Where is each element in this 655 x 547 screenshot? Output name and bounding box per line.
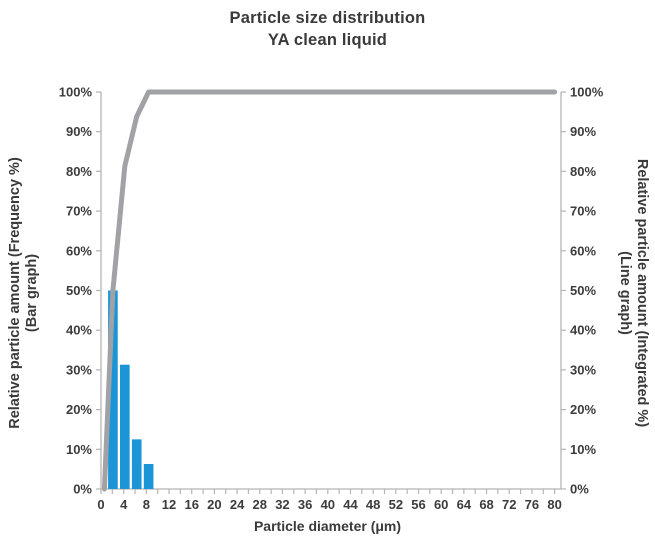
- chart-title-line2: YA clean liquid: [267, 31, 388, 49]
- x-tick-label: 36: [298, 497, 312, 512]
- y-tick-label-left: 100%: [59, 85, 93, 100]
- x-tick-label: 20: [207, 497, 221, 512]
- y-tick-label-right: 0%: [570, 482, 589, 497]
- x-tick-label: 16: [184, 497, 198, 512]
- x-tick-label: 80: [547, 497, 561, 512]
- y-tick-label-right: 40%: [570, 323, 596, 338]
- frequency-bars: [108, 290, 154, 489]
- y-tick-label-right: 50%: [570, 283, 596, 298]
- x-axis-title: Particle diameter (μm): [253, 518, 402, 534]
- chart-title-line1: Particle size distribution: [229, 9, 426, 27]
- x-tick-label: 52: [389, 497, 403, 512]
- y-tick-label-right: 70%: [570, 204, 596, 219]
- axes: [100, 92, 562, 490]
- x-tick-label: 44: [343, 497, 358, 512]
- y-tick-label-right: 10%: [570, 442, 596, 457]
- y-tick-label-right: 100%: [570, 85, 604, 100]
- y-tick-label-left: 50%: [66, 283, 92, 298]
- x-tick-label: 64: [457, 497, 472, 512]
- x-tick-label: 76: [525, 497, 539, 512]
- x-tick-label: 12: [162, 497, 176, 512]
- x-tick-label: 8: [143, 497, 150, 512]
- y-tick-label-left: 60%: [66, 243, 92, 258]
- bar-2um: [108, 290, 118, 489]
- y-tick-label-left: 90%: [66, 124, 92, 139]
- bar-4um: [119, 364, 130, 489]
- y-tick-label-left: 10%: [66, 442, 92, 457]
- bar-6um: [131, 439, 142, 489]
- x-tick-label: 60: [434, 497, 448, 512]
- x-tick-label: 24: [230, 497, 245, 512]
- y-tick-label-left: 70%: [66, 204, 92, 219]
- y-tick-label-left: 20%: [66, 402, 92, 417]
- y-tick-label-left: 0%: [73, 482, 92, 497]
- chart-title: Particle size distribution YA clean liqu…: [0, 7, 655, 51]
- y-tick-label-right: 90%: [570, 124, 596, 139]
- y-tick-label-left: 80%: [66, 164, 92, 179]
- x-tick-label: 28: [253, 497, 267, 512]
- y-axis-left: 0% 10% 20% 30% 40% 50% 60% 70% 80% 90% 100%: [59, 85, 101, 497]
- x-axis-tick-labels: 0 4 8 12 16 20 24 28 32 36 40 44 48 52 56 60 64 68 72 76 80: [97, 497, 561, 512]
- y-tick-label-left: 40%: [66, 323, 92, 338]
- x-tick-label: 4: [120, 497, 128, 512]
- x-tick-label: 32: [275, 497, 289, 512]
- x-tick-label: 0: [97, 497, 104, 512]
- y-axis-right: 0% 10% 20% 30% 40% 50% 60% 70% 80% 90% 100%: [561, 85, 604, 497]
- x-tick-label: 40: [321, 497, 335, 512]
- x-tick-label: 48: [366, 497, 380, 512]
- x-tick-label: 56: [411, 497, 425, 512]
- x-tick-label: 72: [502, 497, 516, 512]
- integrated-line: [101, 89, 558, 492]
- y-tick-label-left: 30%: [66, 362, 92, 377]
- y-tick-label-right: 30%: [570, 362, 596, 377]
- bar-8um: [143, 463, 154, 489]
- y-tick-label-right: 80%: [570, 164, 596, 179]
- y-tick-label-right: 60%: [570, 243, 596, 258]
- y-tick-label-right: 20%: [570, 402, 596, 417]
- x-tick-label: 68: [479, 497, 493, 512]
- x-axis-ticks: [100, 489, 556, 494]
